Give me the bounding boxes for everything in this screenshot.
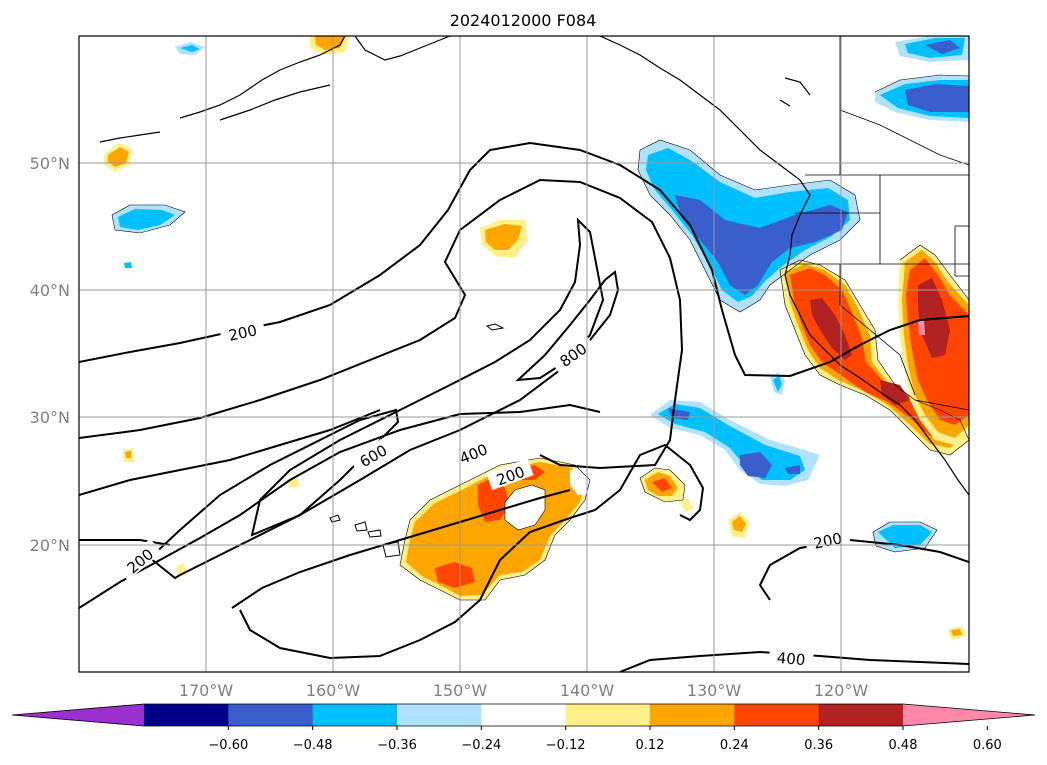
colorbar-tick-label: 0.60 [973,738,1002,753]
colorbar-extend-low [12,704,144,726]
lon-label-130w: 130°W [687,681,742,700]
lon-label-160w: 160°W [306,681,361,700]
graticule [79,36,969,672]
contour-400-mid [79,409,381,496]
colorbar-segment [312,704,398,726]
lat-label-30n: 30°N [30,408,70,427]
anomaly-outlines [111,74,969,601]
colorbar-segment [481,704,567,726]
lat-label-50n: 50°N [30,154,70,173]
contour-label-400-b: 400 [776,649,806,669]
contour-200-hawaii [231,489,571,609]
colorbar-tick-label: 0.24 [720,738,749,753]
contour-200-mid [79,539,171,546]
negative-anomaly-pacific-nw [638,140,860,312]
colorbar-tick-label: 0.36 [804,738,833,753]
contour-label-200-a: 200 [227,321,259,345]
lon-label-120w: 120°W [814,681,869,700]
colorbar-outline [11,703,1036,727]
latitude-labels: 50°N 40°N 30°N 20°N [30,154,70,555]
lon-label-140w: 140°W [560,681,615,700]
contour-200-north [79,141,969,378]
lat-label-20n: 20°N [30,536,70,555]
colorbar-segment [734,704,820,726]
colorbar-segment [650,704,735,726]
colorbar-tick-label: −0.60 [208,738,248,753]
coastlines [99,36,969,496]
negative-anomaly-west [112,42,205,268]
colorbar-tick-label: 0.48 [889,738,918,753]
colorbar-segment [144,704,229,726]
lon-label-170w: 170°W [179,681,234,700]
state-borders [790,36,969,411]
colorbar-tick-label: −0.12 [546,738,586,753]
colorbar-tick-label: 0.12 [636,738,665,753]
longitude-labels: 170°W 160°W 150°W 140°W 130°W 120°W [179,681,869,700]
figure-title: 2024012000 F084 [450,11,597,30]
colorbar-extend-high [903,704,1035,726]
colorbar: −0.60 −0.48 −0.36 −0.24 −0.12 0.12 0.24 0.36 0.4… [11,703,1036,753]
contour-400-north [79,178,684,470]
lat-label-40n: 40°N [30,281,70,300]
colorbar-segment [818,704,904,726]
colorbar-tick-label: −0.36 [377,738,417,753]
colorbar-segment [397,704,482,726]
contour-200-southern-loop [239,443,705,660]
contour-label-200-d: 200 [812,529,844,553]
map-frame [78,35,970,673]
contour-200-south [79,403,601,609]
colorbar-segment [565,704,651,726]
negative-anomaly-ne-corner [875,36,969,122]
contour-600 [148,408,400,580]
contour-400-inner [250,217,605,537]
colorbar-tick-label: −0.24 [461,738,501,753]
positive-anomaly-hawaii-region [104,36,966,640]
colorbar-segment [228,704,314,726]
colorbar-tick-label: −0.48 [293,738,333,753]
lon-label-150w: 150°W [433,681,488,700]
